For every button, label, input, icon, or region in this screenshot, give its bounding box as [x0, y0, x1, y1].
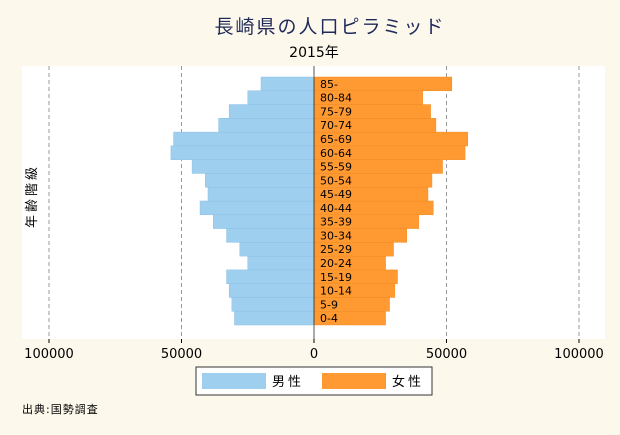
age-label: 20-24 [320, 257, 352, 270]
source-note: 出典:国勢調査 [22, 402, 99, 416]
bar-male-80-84 [247, 90, 315, 105]
age-label: 5-9 [320, 298, 338, 311]
age-label: 65-69 [320, 133, 352, 146]
x-tick-label: 50000 [426, 347, 467, 362]
age-label: 85- [320, 78, 338, 91]
bar-male-20-24 [247, 255, 315, 271]
bar-male-10-14 [228, 283, 315, 298]
age-label: 55-59 [320, 161, 352, 174]
legend-swatch-male [202, 373, 266, 389]
legend: 男性 女性 [195, 366, 433, 396]
bar-male-45-49 [207, 186, 315, 202]
age-label: 80-84 [320, 92, 352, 105]
age-label: 50-54 [320, 174, 352, 187]
legend-label-male: 男性 [272, 375, 304, 390]
bar-male-15-19 [226, 269, 315, 284]
age-label: 15-19 [320, 271, 352, 284]
chart-title: 長崎県の人口ピラミッド [214, 16, 445, 38]
age-labels-group: 0-45-910-1415-1920-2425-2930-3435-3940-4… [320, 78, 352, 325]
bars-group [170, 76, 468, 326]
age-label: 70-74 [320, 119, 352, 132]
bar-male-65-69 [173, 131, 315, 147]
legend-swatch-female [322, 373, 386, 389]
bar-male-0-4 [234, 310, 315, 326]
age-label: 45-49 [320, 188, 352, 201]
bar-male-70-74 [218, 118, 315, 133]
bar-male-40-44 [199, 200, 315, 216]
x-axis-ticks: 100000 50000 0 50000 100000 [24, 339, 604, 362]
x-tick-label: 100000 [24, 347, 74, 362]
bar-male-5-9 [231, 297, 315, 312]
bar-male-25-29 [239, 242, 315, 257]
age-label: 60-64 [320, 147, 352, 160]
bar-male-55-59 [191, 159, 315, 174]
bar-male-60-64 [170, 145, 315, 160]
age-label: 10-14 [320, 285, 352, 298]
age-label: 40-44 [320, 202, 352, 215]
age-label: 30-34 [320, 229, 352, 242]
bar-male-50-54 [205, 173, 315, 188]
x-tick-label: 100000 [554, 347, 604, 362]
y-axis-label: 年齢階級 [25, 164, 40, 228]
bar-male-75-79 [228, 104, 315, 119]
bar-male-35-39 [213, 214, 315, 229]
x-tick-label: 0 [310, 347, 318, 362]
age-label: 75-79 [320, 105, 352, 118]
bar-male-30-34 [226, 228, 315, 243]
bar-male-85- [260, 76, 315, 92]
age-label: 25-29 [320, 243, 352, 256]
chart-subtitle: 2015年 [289, 45, 339, 61]
age-label: 35-39 [320, 216, 352, 229]
legend-label-female: 女性 [392, 374, 424, 390]
x-tick-label: 50000 [161, 347, 202, 362]
age-label: 0-4 [320, 312, 338, 325]
